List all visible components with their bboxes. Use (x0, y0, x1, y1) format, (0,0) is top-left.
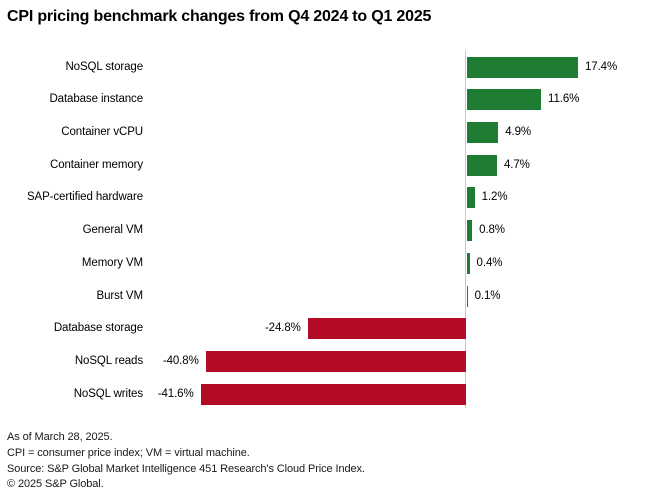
chart-row: NoSQL storage 17.4% (0, 51, 660, 84)
bar (200, 383, 466, 405)
footnote-definitions: CPI = consumer price index; VM = virtual… (7, 446, 250, 459)
value-label: 1.2% (481, 191, 508, 204)
category-label: NoSQL storage (65, 60, 143, 73)
category-label: Container memory (50, 158, 143, 171)
zero-axis-line (465, 50, 466, 408)
category-label: NoSQL reads (74, 354, 143, 367)
value-label: 0.8% (479, 224, 505, 237)
bar (205, 350, 466, 372)
bar (467, 89, 541, 111)
category-label: Database instance (49, 93, 143, 106)
bar (467, 285, 468, 307)
chart-row: Database storage -24.8% (0, 312, 660, 345)
value-label: -24.8% (264, 322, 301, 335)
bar (467, 252, 470, 274)
value-label: 11.6% (548, 93, 580, 106)
value-label: 4.7% (503, 158, 530, 171)
category-label: Database storage (53, 322, 143, 335)
chart-row: SAP-certified hardware 1.2% (0, 181, 660, 214)
page-title: CPI pricing benchmark changes from Q4 20… (7, 8, 432, 25)
category-label: SAP-certified hardware (26, 191, 143, 204)
bar (467, 220, 473, 242)
category-label: NoSQL writes (73, 387, 143, 400)
bar (307, 318, 466, 340)
chart-row: Burst VM 0.1% (0, 280, 660, 313)
footnote-source: Source: S&P Global Market Intelligence 4… (7, 462, 365, 475)
bar (467, 187, 475, 209)
bar (467, 122, 499, 143)
value-label: 0.4% (476, 256, 503, 269)
bar (467, 154, 497, 176)
category-label: Memory VM (81, 256, 143, 269)
category-label: Burst VM (96, 289, 144, 302)
value-label: -40.8% (162, 354, 199, 367)
chart-row: NoSQL reads -40.8% (0, 345, 660, 378)
bar-chart: NoSQL storage 17.4% Database instance 11.6%… (0, 50, 660, 410)
footnote-copyright: © 2025 S&P Global. (7, 478, 104, 491)
category-label: Container vCPU (61, 126, 143, 138)
chart-row: Database instance 11.6% (0, 83, 660, 116)
chart-row: Memory VM 0.4% (0, 247, 660, 280)
footnote-asof: As of March 28, 2025. (7, 431, 113, 443)
footer: As of March 28, 2025. CPI = consumer pri… (7, 430, 647, 493)
value-label: 4.9% (505, 126, 532, 138)
category-label: General VM (82, 224, 143, 237)
bar (467, 56, 578, 78)
value-label: 17.4% (585, 60, 618, 73)
value-label: 0.1% (474, 289, 501, 302)
value-label: -41.6% (157, 387, 194, 400)
chart-row: Container memory 4.7% (0, 149, 660, 182)
chart-row: Container vCPU 4.9% (0, 116, 660, 149)
chart-row: NoSQL writes -41.6% (0, 378, 660, 411)
chart-row: General VM 0.8% (0, 214, 660, 247)
